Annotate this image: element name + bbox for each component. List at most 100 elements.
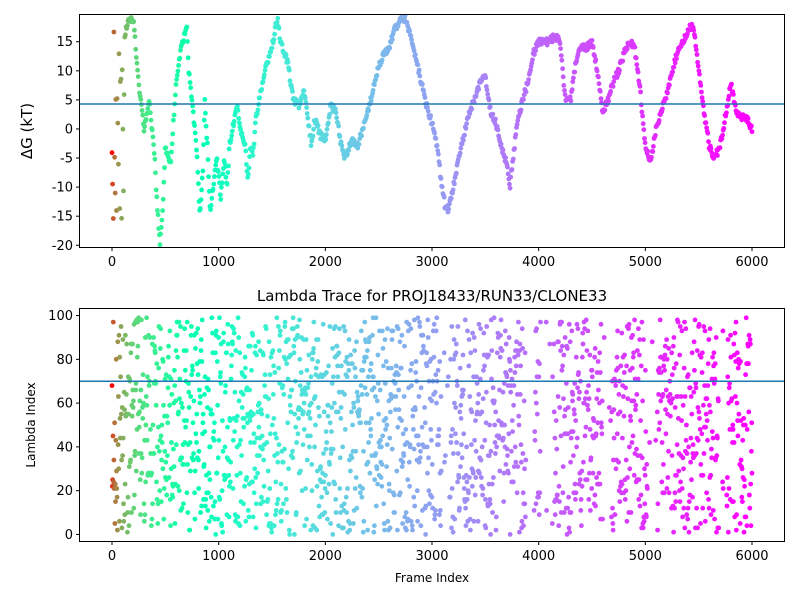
bottom-data-point xyxy=(552,512,558,518)
top-data-point xyxy=(155,212,161,218)
bottom-data-point xyxy=(468,350,474,356)
bottom-data-point xyxy=(533,389,538,395)
bottom-data-point xyxy=(492,440,498,445)
bottom-data-point xyxy=(301,400,307,406)
bottom-data-point xyxy=(382,337,388,342)
bottom-data-point xyxy=(488,532,493,537)
bottom-data-point xyxy=(264,512,269,518)
top-data-point xyxy=(513,132,519,138)
bottom-data-point xyxy=(431,321,437,327)
top-x-tick-label: 0 xyxy=(108,255,116,270)
bottom-data-point xyxy=(373,394,378,399)
top-data-point xyxy=(269,45,275,51)
bottom-data-point xyxy=(332,481,338,487)
bottom-data-point xyxy=(493,514,499,520)
top-data-point xyxy=(203,123,209,129)
bottom-data-point xyxy=(708,409,713,415)
top-data-point xyxy=(110,181,115,187)
bottom-data-point xyxy=(726,486,732,491)
bottom-data-point xyxy=(737,521,743,526)
bottom-data-point xyxy=(269,529,275,535)
bottom-data-point xyxy=(124,341,130,347)
top-data-point xyxy=(485,91,491,97)
bottom-data-point xyxy=(408,326,414,332)
bottom-data-point xyxy=(379,483,385,489)
bottom-data-point xyxy=(559,319,564,325)
bottom-data-point xyxy=(507,532,513,537)
bottom-data-point xyxy=(338,510,343,515)
bottom-data-point xyxy=(571,453,576,458)
bottom-data-point xyxy=(687,385,693,391)
bottom-data-point xyxy=(158,326,164,332)
top-data-point xyxy=(642,140,648,146)
bottom-data-point xyxy=(741,477,747,483)
bottom-data-point xyxy=(214,359,220,364)
top-data-point xyxy=(370,88,376,93)
bottom-data-point xyxy=(639,319,645,325)
top-data-point xyxy=(530,57,535,63)
bottom-data-point xyxy=(741,416,747,421)
bottom-data-point xyxy=(708,512,714,518)
bottom-data-point xyxy=(307,444,312,450)
bottom-data-point xyxy=(637,503,643,509)
bottom-data-point xyxy=(339,363,344,369)
top-data-point xyxy=(197,206,203,211)
top-data-point xyxy=(698,83,704,88)
top-data-point xyxy=(620,58,626,64)
bottom-data-point xyxy=(109,383,115,388)
bottom-data-point xyxy=(584,477,590,483)
bottom-data-point xyxy=(158,433,164,439)
top-data-point xyxy=(304,105,309,110)
bottom-data-point xyxy=(393,394,399,399)
bottom-data-point xyxy=(488,448,494,454)
bottom-data-point xyxy=(207,444,213,450)
top-data-point xyxy=(469,106,475,112)
top-data-point xyxy=(487,104,493,110)
top-data-point xyxy=(521,97,526,102)
bottom-data-point xyxy=(138,512,143,518)
bottom-data-point xyxy=(290,448,295,454)
bottom-data-point xyxy=(471,335,477,340)
bottom-data-point xyxy=(309,400,314,406)
top-data-point xyxy=(355,145,361,151)
top-data-point xyxy=(596,74,601,80)
bottom-data-point xyxy=(335,374,341,380)
bottom-data-point xyxy=(725,475,730,480)
top-data-point xyxy=(201,142,206,148)
bottom-data-point xyxy=(674,472,679,478)
bottom-data-point xyxy=(380,346,386,351)
bottom-data-point xyxy=(450,427,455,432)
bottom-data-point xyxy=(703,411,709,417)
bottom-data-point xyxy=(297,356,303,362)
bottom-data-point xyxy=(614,354,620,360)
top-data-point xyxy=(389,37,395,42)
bottom-data-point xyxy=(747,492,752,498)
bottom-data-point xyxy=(435,367,441,373)
top-data-point xyxy=(151,142,157,148)
top-data-point xyxy=(549,39,555,45)
bottom-data-point xyxy=(385,518,391,524)
bottom-data-point xyxy=(728,332,733,338)
bottom-data-point xyxy=(501,499,507,504)
top-data-point xyxy=(674,56,679,62)
top-data-point xyxy=(201,117,207,123)
bottom-data-point xyxy=(182,326,188,332)
bottom-data-point xyxy=(635,376,641,382)
bottom-data-point xyxy=(593,431,599,437)
bottom-data-point xyxy=(623,488,629,494)
bottom-data-point xyxy=(707,326,713,332)
top-data-point xyxy=(446,206,451,212)
bottom-data-point xyxy=(372,523,377,529)
bottom-data-point xyxy=(389,365,394,371)
bottom-data-point xyxy=(565,405,571,410)
bottom-data-point xyxy=(378,475,384,480)
top-data-point xyxy=(650,149,656,154)
bottom-data-point xyxy=(555,394,561,399)
bottom-data-point xyxy=(694,348,700,353)
bottom-data-point xyxy=(659,440,665,445)
bottom-data-point xyxy=(359,494,365,500)
top-data-point xyxy=(558,46,563,51)
bottom-data-point xyxy=(735,365,741,371)
bottom-data-point xyxy=(713,335,719,340)
bottom-data-point xyxy=(258,407,264,413)
